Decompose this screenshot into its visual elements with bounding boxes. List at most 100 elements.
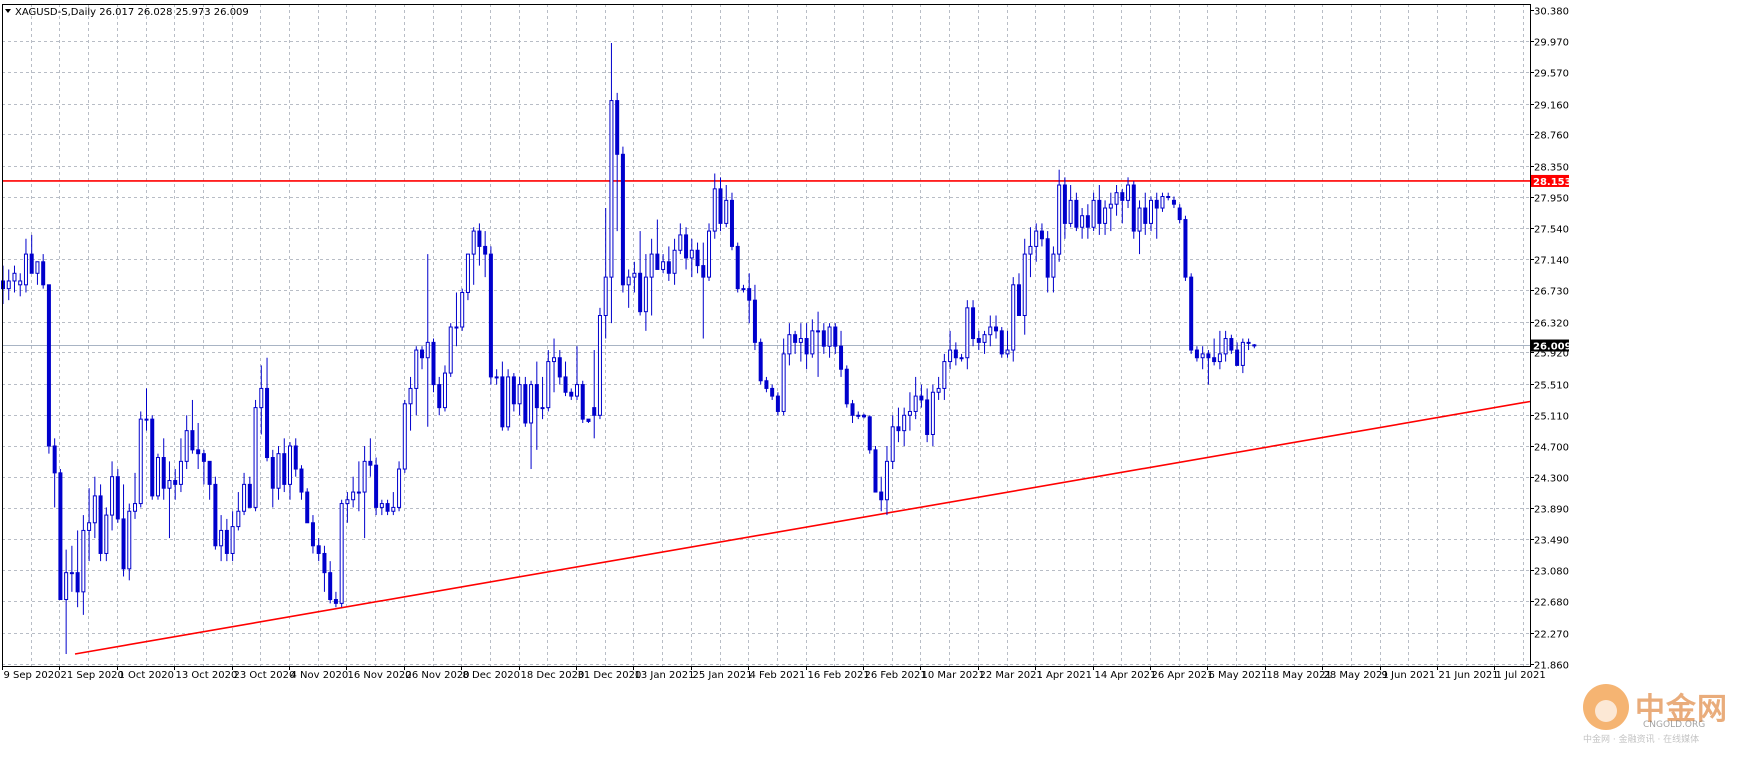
- candle: [339, 499, 344, 608]
- candle: [580, 380, 585, 423]
- date-tick-label: 14 Apr 2021: [1095, 670, 1157, 681]
- candle-body-down: [201, 453, 206, 462]
- candle-body-up: [104, 514, 109, 554]
- candle-body-down: [431, 341, 436, 386]
- candle-body-up: [184, 430, 189, 462]
- candle-body-up: [907, 410, 912, 416]
- candle: [328, 561, 333, 604]
- timeframe-label: Daily: [71, 7, 96, 18]
- candle: [265, 357, 270, 462]
- candle: [896, 407, 901, 443]
- candle-body-up: [1137, 207, 1142, 232]
- candle: [729, 192, 734, 251]
- candle-body-down: [873, 449, 878, 493]
- candle-body-up: [1108, 203, 1113, 209]
- chart-menu-triangle-icon[interactable]: [5, 9, 11, 13]
- candle: [626, 269, 631, 308]
- candle: [52, 438, 57, 508]
- candle: [310, 515, 315, 554]
- candle-body-down: [121, 518, 126, 570]
- candle: [1171, 196, 1176, 209]
- candle: [190, 399, 195, 454]
- candle: [196, 422, 201, 470]
- watermark-logo-icon: [1583, 684, 1629, 730]
- candle: [460, 288, 465, 331]
- date-tick-label: 1 Apr 2021: [1037, 670, 1092, 681]
- candle: [1091, 192, 1096, 232]
- candle: [816, 311, 821, 377]
- candle: [517, 376, 522, 416]
- candle-body-up: [288, 445, 292, 485]
- price-tick-label: 24.700: [1534, 443, 1569, 454]
- date-tick-label: 1 Jul 2021: [1496, 670, 1546, 681]
- candle: [351, 476, 356, 508]
- candle-body-up: [259, 387, 264, 409]
- candle-body-down: [896, 426, 901, 432]
- candle: [437, 376, 442, 416]
- candle-body-up: [798, 338, 803, 343]
- candle: [948, 330, 953, 370]
- candle-body-down: [850, 403, 855, 416]
- candle-body-up: [242, 483, 247, 512]
- candle-body-down: [196, 449, 201, 455]
- candle: [764, 376, 769, 393]
- candle-body-down: [999, 330, 1004, 355]
- candle-body-up: [1217, 353, 1222, 363]
- candle-body-up: [1246, 341, 1251, 344]
- candle: [1200, 346, 1205, 370]
- candle: [1045, 231, 1050, 293]
- candle: [712, 173, 717, 239]
- date-tick-label: 26 Feb 2021: [865, 670, 927, 681]
- candle-body-up: [1160, 196, 1165, 209]
- candle-body-up: [465, 253, 470, 293]
- candle-body-down: [511, 376, 516, 405]
- candle-body-down: [620, 153, 625, 286]
- ohlc-label: 26.017 26.028 25.973 26.009: [99, 7, 249, 18]
- candle-body-down: [569, 391, 574, 397]
- candle-body-up: [884, 460, 889, 501]
- candle-body-up: [1011, 284, 1016, 351]
- candle-body-up: [397, 468, 402, 508]
- candle-body-down: [684, 234, 689, 259]
- candle: [184, 415, 189, 470]
- candle-body-down: [839, 345, 844, 370]
- candle-body-up: [356, 491, 361, 494]
- candle: [1080, 208, 1085, 239]
- candle-body-down: [1194, 349, 1199, 359]
- candle-body-down: [322, 552, 327, 574]
- candle: [649, 238, 654, 316]
- candle-body-up: [529, 384, 534, 424]
- candle-body-up: [546, 361, 551, 409]
- price-tick-label: 25.510: [1534, 381, 1569, 392]
- candle: [523, 376, 528, 427]
- candle-body-up: [643, 276, 648, 313]
- price-tick-label: 30.380: [1534, 7, 1569, 18]
- candle: [661, 254, 666, 274]
- candle: [64, 549, 69, 655]
- candle: [293, 438, 298, 477]
- candle: [167, 461, 172, 539]
- candle: [420, 346, 425, 370]
- candle-body-up: [178, 460, 183, 485]
- candle-body-down: [1206, 353, 1211, 359]
- candle: [1022, 238, 1027, 335]
- candle-body-up: [1149, 199, 1153, 224]
- candle: [827, 323, 832, 358]
- candle: [833, 323, 838, 354]
- candle: [1189, 273, 1194, 354]
- candle-body-up: [506, 376, 511, 428]
- candle-body-down: [1252, 344, 1257, 347]
- candle: [1212, 338, 1217, 366]
- date-tick-label: 26 Nov 2020: [406, 670, 470, 681]
- candle-body-down: [804, 338, 809, 355]
- date-tick-label: 9 Sep 2020: [4, 670, 61, 681]
- candle: [994, 315, 999, 339]
- candle-body-down: [586, 418, 591, 422]
- candle-body-down: [1097, 199, 1102, 224]
- candle-body-up: [362, 460, 367, 493]
- candle-body-down: [701, 265, 706, 278]
- candle-body-down: [46, 284, 51, 447]
- candle-body-down: [265, 387, 270, 459]
- candle-body-up: [649, 253, 654, 278]
